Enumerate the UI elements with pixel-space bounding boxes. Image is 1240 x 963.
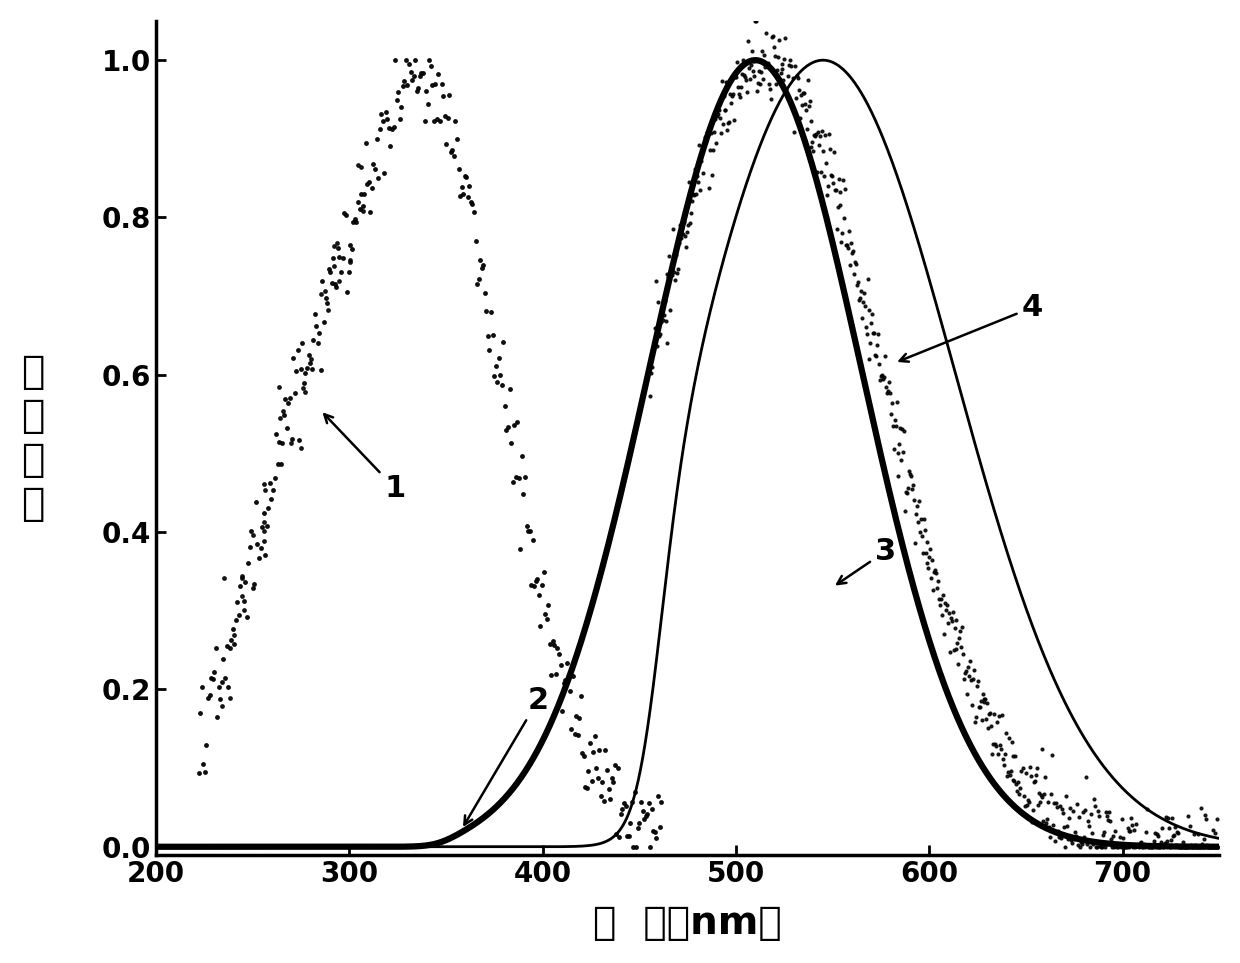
Point <box>254 514 274 530</box>
Point <box>340 254 360 270</box>
Point <box>254 523 274 538</box>
Point <box>232 569 252 585</box>
Point <box>327 235 347 250</box>
Point <box>291 441 311 456</box>
Point <box>324 239 343 254</box>
Point <box>315 283 335 299</box>
Point <box>219 690 239 705</box>
Text: 3: 3 <box>837 536 897 585</box>
Point <box>351 159 371 174</box>
Point <box>243 527 263 542</box>
Point <box>330 273 350 289</box>
Point <box>254 534 274 549</box>
Y-axis label: 相
对
强
度: 相 对 强 度 <box>21 352 45 523</box>
Point <box>352 203 372 219</box>
Point <box>294 380 314 396</box>
Point <box>301 351 321 366</box>
Point <box>311 286 331 301</box>
Point <box>254 477 274 492</box>
X-axis label: 波  长（nm）: 波 长（nm） <box>593 904 782 942</box>
Point <box>340 252 360 268</box>
Point <box>224 628 244 643</box>
Point <box>215 570 234 586</box>
Point <box>324 258 343 273</box>
Point <box>295 384 315 400</box>
Point <box>348 157 368 172</box>
Point <box>270 410 290 426</box>
Point <box>234 602 254 617</box>
Point <box>232 588 252 604</box>
Point <box>269 379 289 395</box>
Point <box>212 698 232 714</box>
Point <box>255 482 275 498</box>
Text: 1: 1 <box>325 414 405 503</box>
Text: 2: 2 <box>465 686 548 824</box>
Text: 4: 4 <box>900 293 1043 362</box>
Point <box>273 403 293 419</box>
Point <box>317 302 337 318</box>
Point <box>281 435 301 451</box>
